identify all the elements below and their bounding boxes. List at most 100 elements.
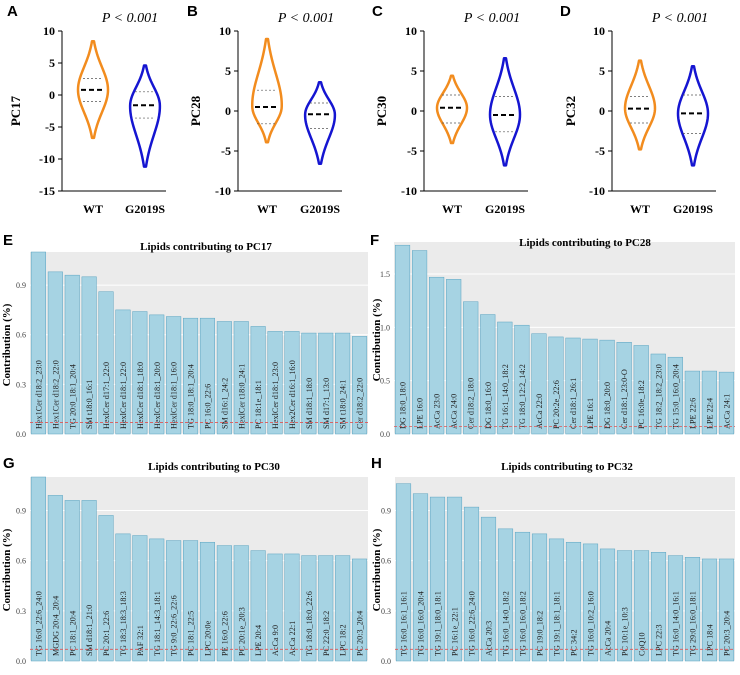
y-tick-label: 0.9 xyxy=(16,506,26,515)
bar-category-label: TG 16:0_14:0_16:1 xyxy=(672,591,681,656)
bar xyxy=(701,370,718,435)
bar-panel-g: G Lipids contributing to PC30 0.0 0.3 0.6 0.9… xyxy=(1,455,368,666)
x-tick-label: WT xyxy=(257,202,277,216)
y-tick-label: 10 xyxy=(405,24,417,38)
bar xyxy=(98,515,114,662)
x-tick-label: G2019S xyxy=(485,202,525,216)
panel-letter: D xyxy=(560,3,571,20)
bar xyxy=(132,535,148,662)
bar-category-label: DG 18:0_18:0 xyxy=(399,382,408,429)
y-tick-label: -5 xyxy=(407,144,417,158)
y-tick-label: 0 xyxy=(599,104,605,118)
bar-panel-e: E Lipids contributing to PC17 0.0 0.3 0.6 0.9… xyxy=(1,232,368,439)
bar xyxy=(318,555,334,662)
y-tick-label: 0.6 xyxy=(381,557,391,566)
p-value-annotation: P < 0.001 xyxy=(101,11,158,26)
bar xyxy=(394,244,411,435)
bar xyxy=(335,555,351,662)
bar-category-label: LPC 18:2 xyxy=(339,624,348,656)
bar-category-label: AcCa 22:1 xyxy=(288,621,297,656)
y-tick-label: 0.6 xyxy=(16,557,26,566)
bar xyxy=(199,541,215,662)
y-tick-label: 0.6 xyxy=(16,331,26,340)
y-tick-label: 10 xyxy=(219,24,231,38)
y-axis-label: Contribution (%) xyxy=(1,303,13,386)
y-tick-label: -5 xyxy=(45,120,55,134)
bar-category-label: AcCa 20:3 xyxy=(485,621,494,656)
violin-wt xyxy=(251,37,283,144)
panel-letter: A xyxy=(7,3,18,20)
bar xyxy=(599,339,615,435)
bar xyxy=(318,332,334,435)
bar xyxy=(548,538,565,662)
bar-category-label: TG 18:0_18:1_20:4 xyxy=(187,364,196,429)
bar-category-label: HexlCer d18:1_20:0 xyxy=(153,362,162,429)
bar xyxy=(81,500,97,662)
bar xyxy=(599,548,616,662)
bar-category-label: PC 16:1e_22:1 xyxy=(451,607,460,656)
bar xyxy=(650,353,666,435)
bar-category-label: Cer d18:2_22:0 xyxy=(356,378,365,429)
bar xyxy=(47,271,63,435)
bar xyxy=(183,317,199,435)
bar xyxy=(514,531,531,662)
violin-panel-c: C 10 5 0 -5 -10 PC30 P < 0.001 WT G2019S xyxy=(372,3,528,216)
bar xyxy=(463,301,479,435)
bar xyxy=(352,336,368,435)
x-tick-label: G2019S xyxy=(673,202,713,216)
y-tick-label: 0.3 xyxy=(381,607,391,616)
y-tick-label: 0.0 xyxy=(16,430,26,439)
bar xyxy=(531,333,547,435)
bar xyxy=(582,338,598,435)
y-tick-label: 0.0 xyxy=(381,657,391,666)
bar xyxy=(284,331,300,435)
bar-category-label: PC 20:1_22:6 xyxy=(102,611,111,656)
chart-title: Lipids contributing to PC30 xyxy=(148,461,280,473)
bar-category-label: PC 18:1_22:5 xyxy=(187,611,196,656)
bar xyxy=(480,516,497,662)
bar-category-label: PC 22:0_18:2 xyxy=(322,611,331,656)
x-tick-label: WT xyxy=(442,202,462,216)
plot-background xyxy=(395,477,735,661)
bar xyxy=(429,276,445,435)
y-tick-label: 0 xyxy=(225,104,231,118)
violin-panel-d: D 10 5 0 -5 -10 PC32 P < 0.001 WT G2019S xyxy=(560,3,716,216)
bar xyxy=(81,276,97,435)
bar xyxy=(250,326,266,435)
bar xyxy=(233,321,249,435)
bar-panel-h: H Lipids contributing to PC32 0.0 0.3 0.6 0.9… xyxy=(371,455,735,666)
bar-category-label: TG 16:0_16:1_16:1 xyxy=(400,591,409,656)
bar-category-label: TG 16:1_14:0_18:2 xyxy=(501,364,510,429)
y-tick-label: 10 xyxy=(593,24,605,38)
y-tick-label: 0.9 xyxy=(16,281,26,290)
x-tick-label: G2019S xyxy=(125,202,165,216)
bar-category-label: SM t18:0_16:1 xyxy=(85,380,94,429)
bar xyxy=(301,555,317,662)
bar xyxy=(64,274,80,435)
bar xyxy=(395,483,412,662)
panel-letter: C xyxy=(372,3,383,20)
p-value-annotation: P < 0.001 xyxy=(463,11,520,26)
bar-category-label: PC 20:2e_22:6 xyxy=(552,380,561,429)
bar-category-label: PAF 32:1 xyxy=(136,625,145,656)
bar-category-label: TG 19:1_18:1_18:1 xyxy=(553,591,562,656)
bar xyxy=(616,342,632,435)
y-axis-label: PC30 xyxy=(374,96,389,126)
bar xyxy=(497,528,514,662)
bar xyxy=(199,317,215,435)
violin-wt xyxy=(623,59,657,151)
bar-category-label: TG 18:1_14:3_18:1 xyxy=(153,591,162,656)
plot-background xyxy=(30,477,368,661)
y-tick-label: -10 xyxy=(401,184,417,198)
bar-category-label: LPE 16:0 xyxy=(416,398,425,429)
bar xyxy=(284,553,300,662)
bar xyxy=(30,476,46,662)
violin-g2019s xyxy=(676,64,710,167)
bar xyxy=(446,496,463,662)
y-tick-label: 0 xyxy=(411,104,417,118)
bar-category-label: Cer d18:2_18:0 xyxy=(467,378,476,429)
panel-letter: F xyxy=(370,232,379,249)
y-tick-label: 0.3 xyxy=(16,380,26,389)
bar xyxy=(429,496,446,662)
